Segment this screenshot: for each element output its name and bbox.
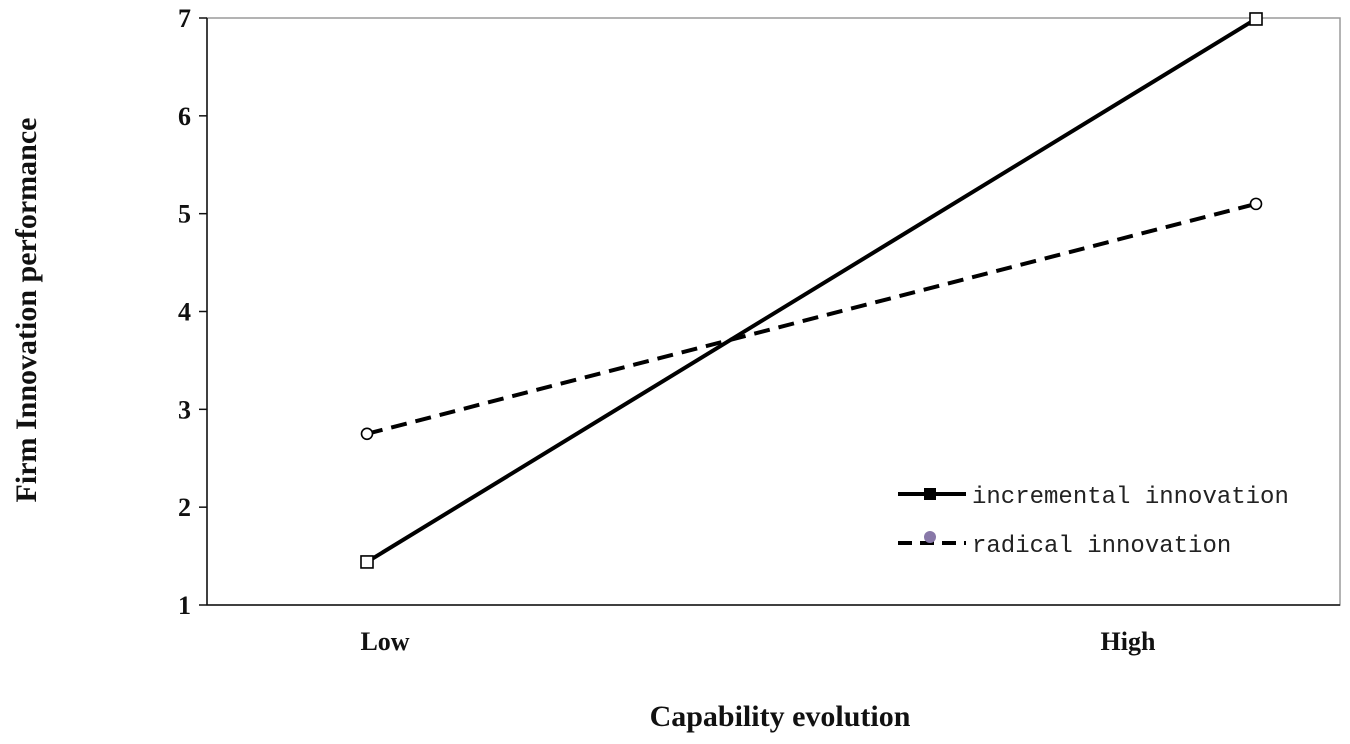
- y-tick-label: 3: [178, 395, 191, 424]
- x-axis-title: Capability evolution: [650, 700, 911, 733]
- x-tick-label: High: [1101, 627, 1156, 656]
- legend-marker-radical: [924, 531, 936, 543]
- y-tick-label: 1: [178, 591, 191, 620]
- data-point-incremental: [1249, 12, 1263, 26]
- legend-label-radical: radical innovation: [972, 533, 1231, 560]
- y-axis-ticks: 1 2 3 4 5 6 7: [178, 4, 207, 620]
- y-tick-label: 7: [178, 4, 191, 33]
- series-line-radical: [366, 201, 1257, 436]
- series-line-incremental: [365, 17, 1258, 564]
- x-axis-ticks: Low High: [360, 627, 1156, 656]
- y-tick-label: 6: [178, 102, 191, 131]
- series-layer: [360, 12, 1263, 569]
- data-point-radical: [360, 427, 374, 441]
- legend-label-incremental: incremental innovation: [972, 484, 1289, 511]
- legend: incremental innovation radical innovatio…: [898, 484, 1289, 560]
- y-tick-label: 5: [178, 200, 191, 229]
- x-tick-label: Low: [360, 627, 409, 656]
- data-point-incremental: [360, 555, 374, 569]
- y-tick-label: 4: [178, 298, 191, 327]
- y-tick-label: 2: [178, 493, 191, 522]
- legend-marker-incremental: [924, 488, 936, 500]
- data-point-radical: [1249, 197, 1263, 211]
- y-axis-title: Firm Innovation performance: [10, 118, 43, 503]
